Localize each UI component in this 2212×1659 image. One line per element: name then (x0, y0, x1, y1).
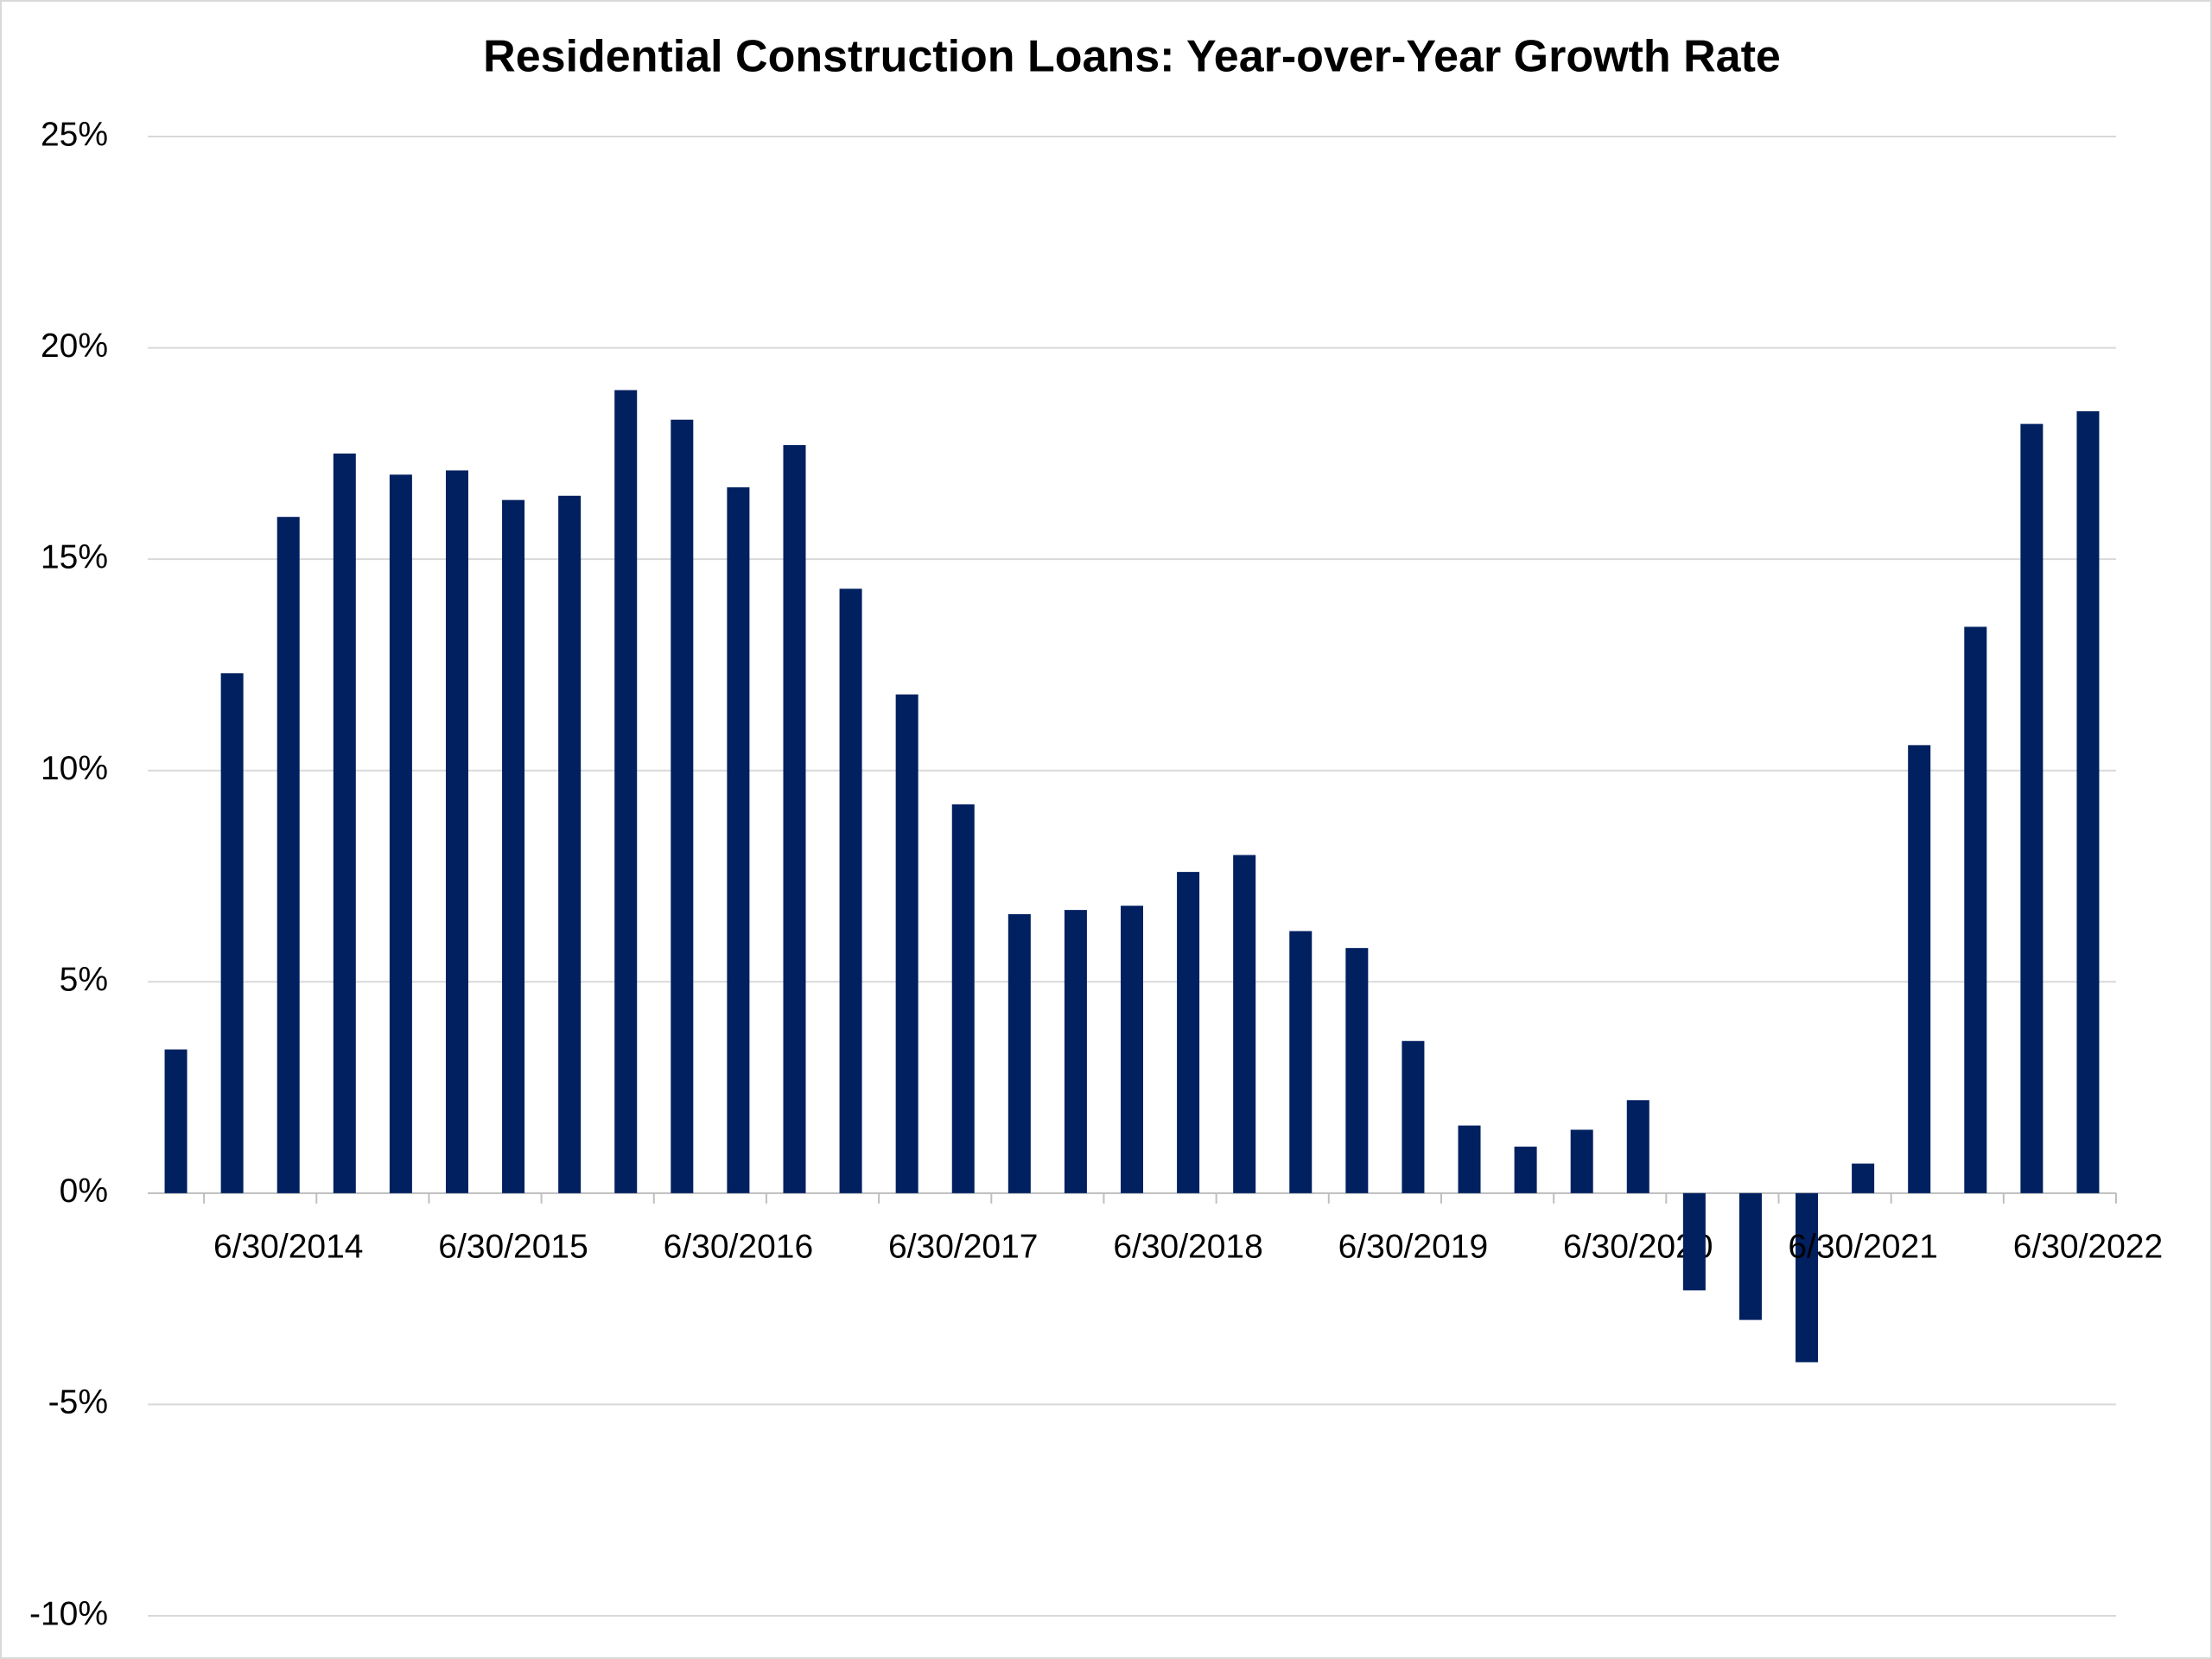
bar (1007, 914, 1031, 1193)
bar (614, 390, 638, 1193)
bar (783, 445, 806, 1193)
bar (2076, 410, 2100, 1193)
x-tick-label: 6/30/2015 (438, 1228, 588, 1265)
x-tick-label: 6/30/2021 (1788, 1228, 1938, 1265)
x-tick-label: 6/30/2014 (213, 1228, 364, 1265)
bar (445, 470, 468, 1193)
bar (389, 474, 412, 1193)
x-tick-label: 6/30/2018 (1113, 1228, 1263, 1265)
bar (1682, 1192, 1706, 1291)
bar (1345, 948, 1369, 1193)
bar (502, 499, 525, 1193)
y-tick-label: 0% (60, 1173, 108, 1210)
bar (839, 588, 862, 1193)
bar (1738, 1192, 1762, 1320)
bar (951, 804, 975, 1193)
bar (1289, 931, 1313, 1193)
bar (1570, 1129, 1593, 1193)
bar (1852, 1163, 1875, 1193)
bar (1121, 906, 1143, 1193)
y-tick-label: -10% (29, 1595, 108, 1632)
y-tick-label: 20% (41, 327, 108, 365)
bar (2020, 423, 2044, 1193)
bar (671, 419, 694, 1193)
y-tick-label: 10% (41, 750, 108, 787)
y-tick-label: -5% (48, 1384, 108, 1421)
bar (164, 1049, 188, 1193)
bar (276, 517, 300, 1193)
bar (1514, 1147, 1537, 1193)
y-tick-label: 25% (41, 116, 108, 153)
x-tick-label: 6/30/2022 (2013, 1228, 2164, 1265)
y-tick-label: 5% (60, 962, 108, 999)
bar (1458, 1125, 1481, 1193)
bar (1796, 1192, 1819, 1363)
bar (1064, 910, 1087, 1193)
y-tick-label: 15% (41, 538, 108, 575)
bar (333, 453, 356, 1193)
bar (1626, 1100, 1649, 1193)
bar (895, 694, 918, 1193)
bar (1908, 745, 1931, 1193)
chart-title: Residential Construction Loans: Year-ove… (483, 32, 1781, 82)
bar (1177, 872, 1200, 1193)
x-tick-label: 6/30/2017 (888, 1228, 1039, 1265)
x-tick-label: 6/30/2016 (664, 1228, 814, 1265)
bar (1402, 1040, 1425, 1193)
bar (727, 486, 750, 1193)
bar (558, 495, 582, 1193)
bar (1964, 626, 1987, 1193)
bar (1233, 855, 1256, 1193)
bar (220, 673, 244, 1193)
x-tick-label: 6/30/2019 (1338, 1228, 1489, 1265)
